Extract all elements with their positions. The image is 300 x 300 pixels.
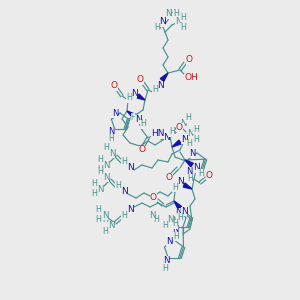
Text: N: N bbox=[189, 148, 195, 158]
Text: H: H bbox=[91, 190, 97, 199]
Text: H: H bbox=[186, 140, 192, 148]
Text: H: H bbox=[193, 134, 199, 143]
Text: H: H bbox=[126, 94, 132, 103]
Text: H: H bbox=[169, 128, 175, 136]
Text: N: N bbox=[97, 184, 103, 194]
Text: H: H bbox=[152, 85, 158, 94]
Text: N: N bbox=[127, 206, 134, 214]
Polygon shape bbox=[183, 183, 192, 189]
Text: N: N bbox=[193, 164, 200, 172]
Polygon shape bbox=[174, 201, 182, 209]
Text: N: N bbox=[108, 221, 114, 230]
Text: H: H bbox=[177, 212, 183, 221]
Text: O: O bbox=[176, 122, 182, 131]
Text: H: H bbox=[121, 158, 127, 166]
Text: N: N bbox=[103, 172, 109, 182]
Text: N: N bbox=[175, 208, 181, 217]
Text: H: H bbox=[103, 143, 109, 152]
Text: H: H bbox=[187, 174, 193, 183]
Text: H: H bbox=[154, 23, 160, 32]
Text: N: N bbox=[159, 17, 165, 26]
Text: H: H bbox=[198, 169, 204, 178]
Text: O: O bbox=[139, 146, 145, 154]
Text: H: H bbox=[162, 264, 168, 273]
Text: OH: OH bbox=[184, 74, 198, 82]
Text: H: H bbox=[131, 113, 137, 122]
Text: O: O bbox=[185, 56, 193, 64]
Text: H: H bbox=[169, 10, 175, 19]
Text: N: N bbox=[109, 148, 115, 158]
Text: N: N bbox=[172, 225, 179, 234]
Text: HN: HN bbox=[151, 130, 165, 139]
Text: H: H bbox=[97, 167, 103, 176]
Text: N: N bbox=[181, 134, 188, 143]
Polygon shape bbox=[160, 73, 168, 81]
Text: N: N bbox=[112, 109, 118, 118]
Polygon shape bbox=[172, 140, 181, 147]
Text: N: N bbox=[149, 211, 155, 220]
Text: H: H bbox=[180, 13, 186, 22]
Text: H: H bbox=[91, 179, 97, 188]
Text: H: H bbox=[185, 113, 191, 122]
Text: H: H bbox=[95, 215, 101, 224]
Polygon shape bbox=[185, 160, 193, 167]
Text: N: N bbox=[187, 130, 193, 139]
Text: H: H bbox=[115, 182, 121, 190]
Text: O: O bbox=[149, 193, 157, 202]
Text: N: N bbox=[187, 167, 193, 176]
Text: H: H bbox=[172, 182, 178, 191]
Polygon shape bbox=[127, 111, 135, 118]
Text: H: H bbox=[95, 206, 101, 214]
Text: N: N bbox=[103, 160, 109, 169]
Text: H: H bbox=[140, 119, 146, 128]
Text: N: N bbox=[121, 187, 128, 196]
Text: H: H bbox=[162, 221, 168, 230]
Text: N: N bbox=[127, 163, 134, 172]
Polygon shape bbox=[137, 94, 145, 100]
Text: N: N bbox=[166, 236, 172, 245]
Text: H: H bbox=[180, 22, 186, 32]
Text: H: H bbox=[153, 215, 159, 224]
Text: N: N bbox=[165, 10, 171, 19]
Text: N: N bbox=[109, 127, 115, 136]
Text: N: N bbox=[180, 118, 186, 127]
Text: H: H bbox=[97, 155, 103, 164]
Text: N: N bbox=[164, 133, 170, 142]
Text: N: N bbox=[135, 115, 141, 124]
Text: O: O bbox=[166, 172, 172, 182]
Text: N: N bbox=[163, 256, 169, 265]
Text: N: N bbox=[130, 88, 137, 98]
Text: H: H bbox=[172, 220, 178, 229]
Text: N: N bbox=[177, 178, 183, 187]
Text: N: N bbox=[157, 80, 164, 89]
Text: O: O bbox=[136, 76, 143, 85]
Text: O: O bbox=[206, 170, 212, 179]
Text: H: H bbox=[193, 124, 199, 134]
Text: H: H bbox=[108, 134, 114, 143]
Text: O: O bbox=[110, 82, 118, 91]
Text: H: H bbox=[97, 164, 103, 173]
Text: N: N bbox=[181, 206, 188, 215]
Text: N: N bbox=[102, 211, 108, 220]
Text: N: N bbox=[175, 17, 181, 26]
Text: H: H bbox=[102, 215, 108, 224]
Text: H: H bbox=[173, 232, 178, 241]
Text: H: H bbox=[173, 10, 179, 19]
Text: H: H bbox=[121, 212, 127, 220]
Text: H: H bbox=[102, 227, 108, 236]
Text: N: N bbox=[167, 215, 173, 224]
